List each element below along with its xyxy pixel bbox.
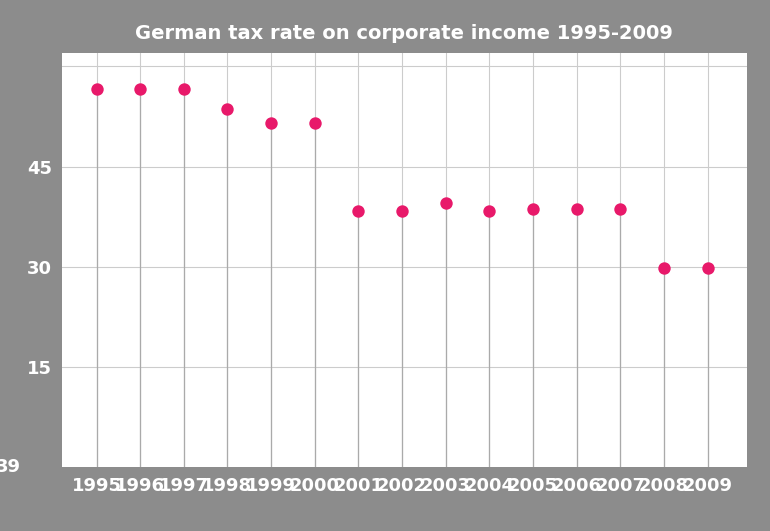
Point bbox=[571, 205, 583, 213]
Point bbox=[440, 199, 452, 207]
Point bbox=[309, 118, 321, 127]
Point bbox=[658, 264, 670, 272]
Point bbox=[527, 205, 539, 213]
Point bbox=[701, 264, 714, 272]
Text: 39: 39 bbox=[0, 458, 21, 476]
Point bbox=[90, 84, 102, 93]
Point bbox=[614, 205, 627, 213]
Point bbox=[484, 207, 496, 216]
Point bbox=[178, 84, 190, 93]
Point bbox=[134, 84, 146, 93]
Point bbox=[221, 104, 233, 113]
Point bbox=[396, 207, 408, 216]
Title: German tax rate on corporate income 1995-2009: German tax rate on corporate income 1995… bbox=[136, 24, 673, 43]
Point bbox=[265, 118, 277, 127]
Point bbox=[352, 207, 364, 216]
